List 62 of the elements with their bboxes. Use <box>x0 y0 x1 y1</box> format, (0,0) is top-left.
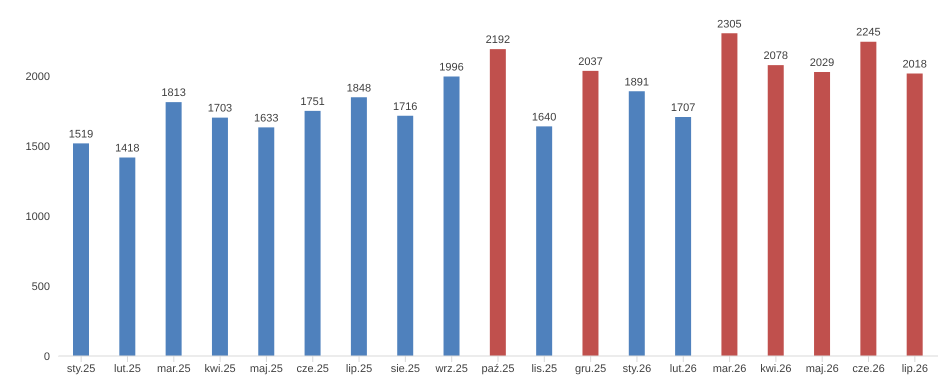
bar <box>73 143 89 356</box>
data-label: 1640 <box>532 111 556 124</box>
x-tick-label: wrz.25 <box>434 362 468 375</box>
data-label: 2037 <box>578 56 603 68</box>
x-tick-label: lip.25 <box>346 362 372 375</box>
bar <box>536 126 552 356</box>
data-label: 1633 <box>254 112 279 124</box>
data-label: 1418 <box>115 142 140 154</box>
bar <box>258 127 274 356</box>
x-tick-label: kwi.25 <box>204 362 236 375</box>
bar <box>675 117 692 356</box>
data-label: 2245 <box>856 26 881 39</box>
data-label: 1891 <box>624 76 650 88</box>
bar <box>350 97 367 356</box>
bar <box>166 102 182 356</box>
x-tick-label: mar.26 <box>712 362 746 375</box>
data-label: 2305 <box>717 18 742 30</box>
x-tick-label: cze.26 <box>852 362 885 375</box>
data-label: 1716 <box>392 100 418 113</box>
y-tick-label: 500 <box>32 280 50 293</box>
data-label: 2018 <box>902 58 927 70</box>
x-tick-label: maj.25 <box>250 362 283 375</box>
x-tick-label: paź.25 <box>481 362 515 375</box>
bar <box>721 33 738 356</box>
data-label: 2029 <box>810 56 834 69</box>
x-tick-label: maj.26 <box>806 362 839 375</box>
x-tick-label: gru.25 <box>575 362 606 375</box>
x-tick-label: lut.26 <box>670 362 697 375</box>
data-label: 1848 <box>346 82 372 94</box>
bar <box>582 70 598 356</box>
data-label: 1707 <box>670 102 696 114</box>
data-label: 1751 <box>300 96 325 108</box>
x-tick-label: cze.25 <box>296 362 329 375</box>
x-tick-label: sie.25 <box>390 362 420 375</box>
x-tick-label: mar.25 <box>156 362 191 375</box>
x-tick-label: kwi.26 <box>760 362 792 375</box>
bar <box>304 110 321 356</box>
bar <box>397 116 414 356</box>
x-tick-label: sty.25 <box>66 362 96 375</box>
bar <box>768 65 784 356</box>
y-tick-label: 1500 <box>26 140 50 153</box>
bar <box>814 72 830 356</box>
data-label: 2192 <box>486 34 510 46</box>
bar <box>490 49 506 356</box>
y-tick-label: 2000 <box>26 70 50 83</box>
x-tick-label: lut.25 <box>114 362 141 375</box>
bar <box>906 73 923 356</box>
data-label: 1813 <box>161 87 186 100</box>
data-label: 2078 <box>763 50 788 62</box>
data-label: 1996 <box>439 62 464 74</box>
y-tick-label: 1000 <box>26 210 50 223</box>
bar <box>860 42 876 356</box>
data-label: 1519 <box>68 128 94 140</box>
bar <box>119 157 136 356</box>
data-label: 1703 <box>208 102 232 115</box>
bar <box>444 76 460 356</box>
bar <box>212 118 228 356</box>
y-tick-label: 0 <box>44 350 50 363</box>
bar <box>628 91 645 356</box>
x-tick-label: sty.26 <box>622 362 652 375</box>
x-tick-label: lip.26 <box>902 362 928 375</box>
x-tick-label: lis.25 <box>531 362 558 375</box>
